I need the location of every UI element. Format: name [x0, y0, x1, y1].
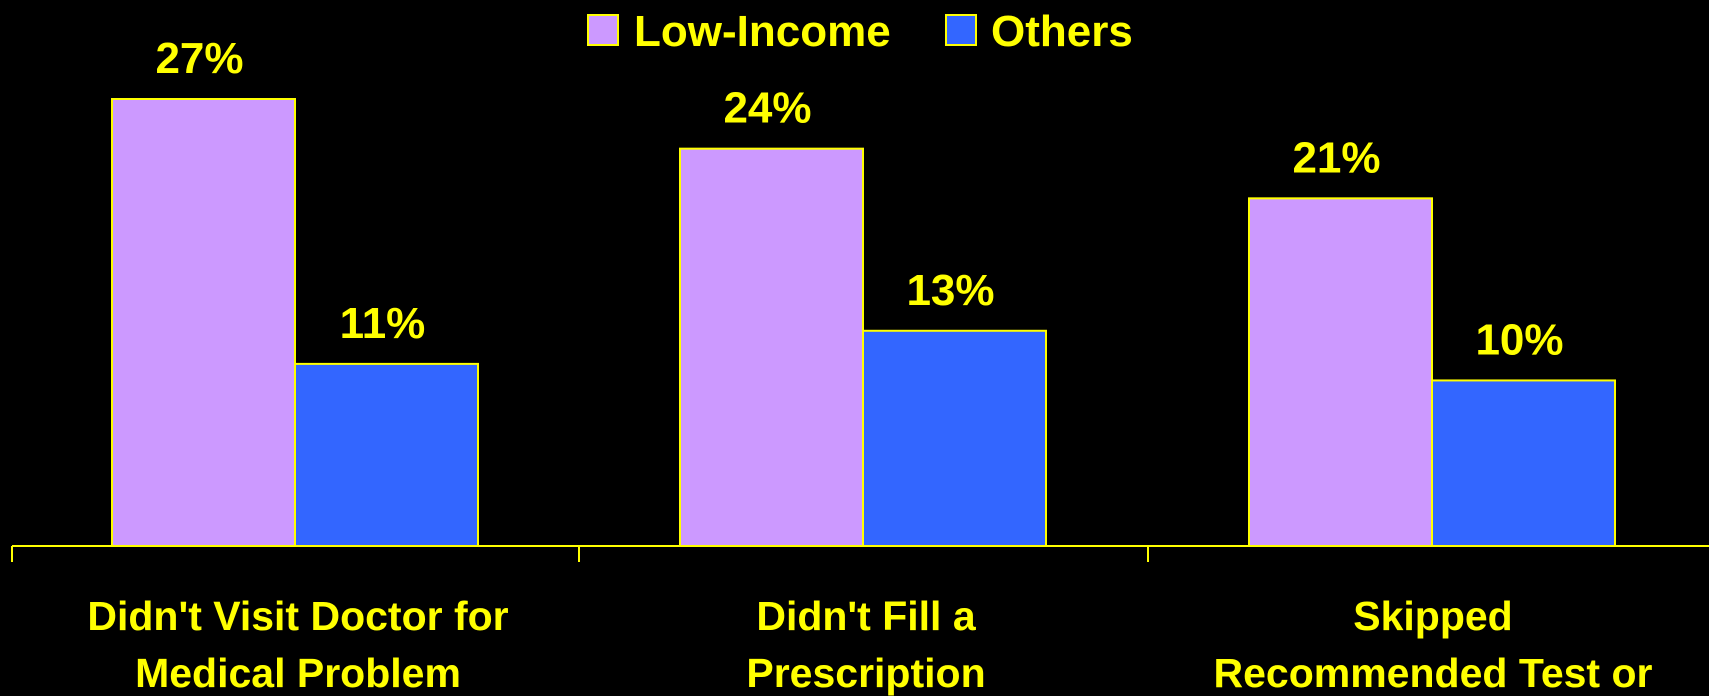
bar-others-2	[1431, 379, 1616, 548]
bars-group	[111, 98, 1616, 548]
category-label: Recommended Test or	[1214, 650, 1653, 696]
value-labels-group: 27% 11% 24% 13% 21% 10%	[155, 34, 1563, 364]
data-label: 11%	[340, 299, 426, 348]
legend-swatch-others	[945, 14, 977, 46]
data-label: 13%	[906, 266, 994, 315]
bar-others-0	[294, 362, 479, 547]
legend-label-others: Others	[991, 7, 1133, 56]
bar-low-income-2	[1248, 197, 1433, 547]
bar-low-income-1	[679, 147, 864, 548]
data-label: 27%	[155, 34, 243, 83]
category-label: Prescription	[746, 650, 985, 696]
category-label: Didn't Fill a	[756, 593, 976, 639]
category-label: Didn't Visit Doctor for	[87, 593, 508, 639]
legend: Low-Income Others	[587, 7, 1133, 56]
data-label: 21%	[1292, 133, 1380, 182]
data-label: 10%	[1475, 315, 1563, 364]
legend-label-low-income: Low-Income	[634, 7, 891, 56]
bar-others-1	[862, 329, 1047, 547]
category-label: Medical Problem	[135, 650, 461, 696]
legend-swatch-low-income	[587, 14, 619, 46]
category-labels-group: Didn't Visit Doctor for Medical Problem Di…	[87, 593, 1652, 696]
data-label: 24%	[723, 84, 811, 133]
x-axis	[11, 545, 1709, 562]
bar-low-income-0	[111, 98, 296, 547]
category-label: Skipped	[1353, 593, 1512, 639]
